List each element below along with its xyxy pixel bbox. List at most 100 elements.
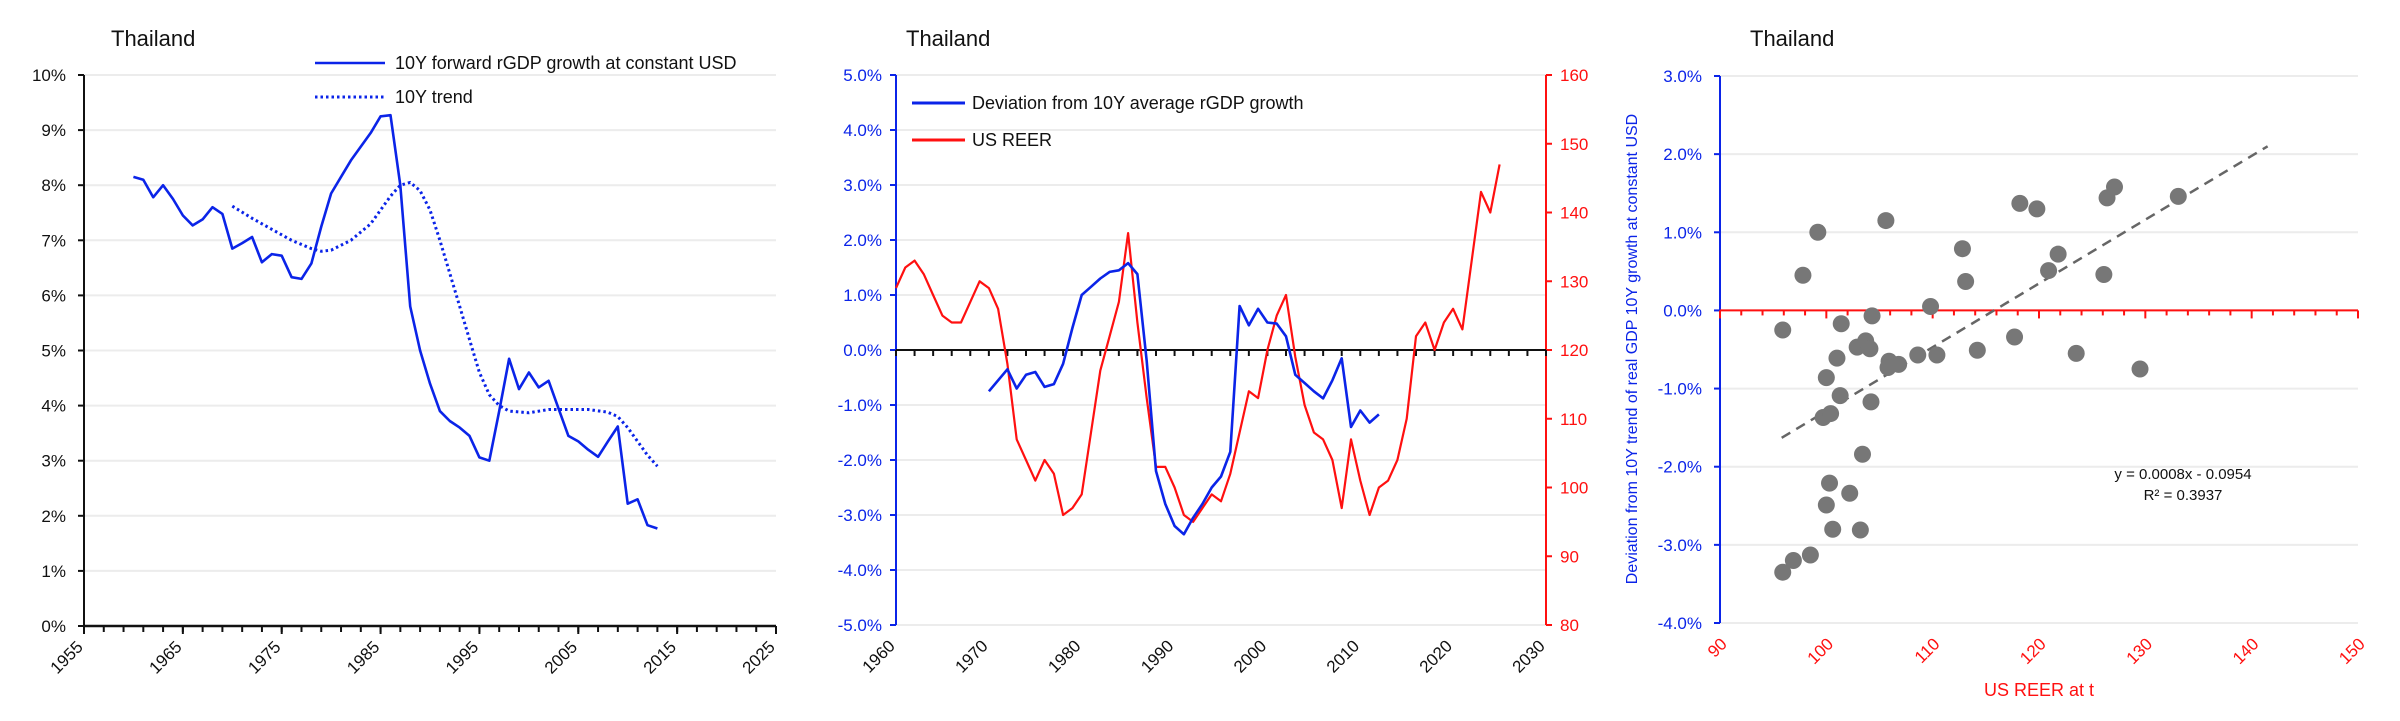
x-tick-label: 2010 bbox=[1323, 636, 1363, 676]
x-tick-label: 1995 bbox=[442, 637, 482, 677]
y-tick-label: 1.0% bbox=[1663, 223, 1702, 242]
y2-tick-label: 130 bbox=[1560, 272, 1588, 291]
y-tick-label: 3.0% bbox=[843, 176, 882, 195]
x-tick-label: 2025 bbox=[739, 637, 779, 677]
x-axis-title: US REER at t bbox=[1984, 680, 2094, 700]
scatter-point bbox=[2131, 360, 2149, 378]
scatter-point bbox=[1909, 346, 1927, 364]
scatter-point bbox=[1822, 405, 1840, 423]
series-line-us-reer bbox=[894, 164, 1501, 523]
y-tick-label: 2.0% bbox=[1663, 145, 1702, 164]
y-tick-label: 10% bbox=[32, 66, 66, 85]
x-tick-label: 1975 bbox=[244, 637, 284, 677]
y2-tick-label: 150 bbox=[1560, 135, 1588, 154]
y2-tick-label: 160 bbox=[1560, 66, 1588, 85]
y-tick-label: -3.0% bbox=[838, 506, 882, 525]
y-tick-label: 2.0% bbox=[843, 231, 882, 250]
y2-tick-label: 110 bbox=[1560, 410, 1587, 429]
scatter-point bbox=[1832, 315, 1850, 333]
scatter-point bbox=[1853, 445, 1871, 463]
scatter-point bbox=[1862, 393, 1880, 411]
scatter-point bbox=[1824, 520, 1842, 538]
scatter-point bbox=[2169, 187, 2187, 205]
scatter-point bbox=[2028, 200, 2046, 218]
series-line-forward-growth bbox=[133, 113, 658, 530]
x-tick-label: 2020 bbox=[1416, 636, 1456, 676]
y-tick-label: -1.0% bbox=[838, 396, 882, 415]
y-tick-label: -5.0% bbox=[838, 616, 882, 635]
scatter-point bbox=[2040, 262, 2058, 280]
x-tick-label: 2005 bbox=[541, 637, 581, 677]
x-tick-label: 150 bbox=[2335, 634, 2368, 667]
y-tick-label: 0.0% bbox=[1663, 301, 1702, 320]
y2-tick-label: 90 bbox=[1560, 547, 1579, 566]
scatter-point bbox=[1861, 340, 1879, 358]
scatter-point bbox=[1928, 346, 1946, 364]
legend-label: Deviation from 10Y average rGDP growth bbox=[972, 93, 1304, 113]
scatter-point bbox=[1877, 212, 1895, 230]
series-line-trend bbox=[231, 180, 659, 468]
x-tick-label: 1980 bbox=[1044, 636, 1084, 676]
y2-tick-label: 100 bbox=[1560, 479, 1588, 498]
y-tick-label: 2% bbox=[41, 507, 66, 526]
y-tick-label: 6% bbox=[41, 286, 66, 305]
scatter-point bbox=[1817, 369, 1835, 387]
y-tick-label: 4.0% bbox=[843, 121, 882, 140]
y-tick-label: 5.0% bbox=[843, 66, 882, 85]
scatter-point bbox=[1968, 341, 1986, 359]
chart-title: Thailand bbox=[906, 26, 990, 51]
trendline-r-squared: R² = 0.3937 bbox=[2144, 487, 2223, 504]
y-tick-label: 3.0% bbox=[1663, 67, 1702, 86]
scatter-point bbox=[2049, 245, 2067, 263]
y2-tick-label: 120 bbox=[1560, 341, 1588, 360]
x-tick-label: 1955 bbox=[47, 637, 87, 677]
x-tick-label: 2030 bbox=[1509, 636, 1549, 676]
scatter-point bbox=[1957, 273, 1975, 291]
x-tick-label: 2000 bbox=[1230, 636, 1270, 676]
chart-deviation-vs-reer: -5.0% -4.0% -3.0% -2.0% -1.0% 0.0% 1.0% 2.0% 3.0… bbox=[838, 26, 1589, 677]
series-line-deviation bbox=[987, 261, 1380, 536]
scatter-point bbox=[1828, 349, 1846, 367]
chart-title: Thailand bbox=[111, 26, 195, 51]
scatter-point bbox=[1890, 355, 1908, 373]
scatter-point bbox=[1774, 321, 1792, 339]
scatter-point bbox=[1953, 240, 1971, 258]
scatter-point bbox=[1821, 474, 1839, 492]
y-tick-label: -1.0% bbox=[1658, 380, 1702, 399]
x-tick-label: 1965 bbox=[146, 637, 186, 677]
scatter-point bbox=[1851, 521, 1869, 539]
y-axis-title: Deviation from 10Y trend of real GDP 10Y… bbox=[1624, 114, 1641, 584]
y-tick-label: 5% bbox=[41, 342, 66, 361]
scatter-point bbox=[1809, 223, 1827, 241]
legend-label: US REER bbox=[972, 130, 1052, 150]
y-tick-label: 4% bbox=[41, 397, 66, 416]
y-tick-label: 1% bbox=[41, 562, 66, 581]
scatter-point bbox=[1922, 298, 1940, 316]
y-tick-label: 3% bbox=[41, 452, 66, 471]
scatter-point bbox=[1784, 551, 1802, 569]
x-tick-label: 1990 bbox=[1137, 636, 1177, 676]
y-tick-label: -4.0% bbox=[838, 561, 882, 580]
scatter-point bbox=[2006, 328, 2024, 346]
trendline-equation: y = 0.0008x - 0.0954 bbox=[2114, 466, 2251, 483]
x-tick-label: 1960 bbox=[859, 636, 899, 676]
y-tick-label: 0.0% bbox=[843, 341, 882, 360]
x-tick-label: 1970 bbox=[952, 636, 992, 676]
scatter-point bbox=[2105, 178, 2123, 196]
chart-title: Thailand bbox=[1750, 26, 1834, 51]
scatter-point bbox=[1794, 266, 1812, 284]
legend-label: 10Y forward rGDP growth at constant USD bbox=[395, 53, 737, 73]
x-tick-label: 1985 bbox=[343, 637, 383, 677]
y-tick-label: -2.0% bbox=[838, 451, 882, 470]
x-tick-label: 140 bbox=[2229, 634, 2262, 667]
x-tick-label: 120 bbox=[2016, 634, 2049, 667]
x-tick-label: 90 bbox=[1704, 634, 1731, 661]
scatter-point bbox=[1863, 307, 1881, 325]
scatter-point bbox=[1774, 563, 1792, 581]
y-tick-label: -3.0% bbox=[1658, 536, 1702, 555]
y-tick-label: 1.0% bbox=[843, 286, 882, 305]
scatter-point bbox=[1817, 496, 1835, 514]
scatter-point bbox=[1801, 546, 1819, 564]
y-tick-label: -4.0% bbox=[1658, 614, 1702, 633]
